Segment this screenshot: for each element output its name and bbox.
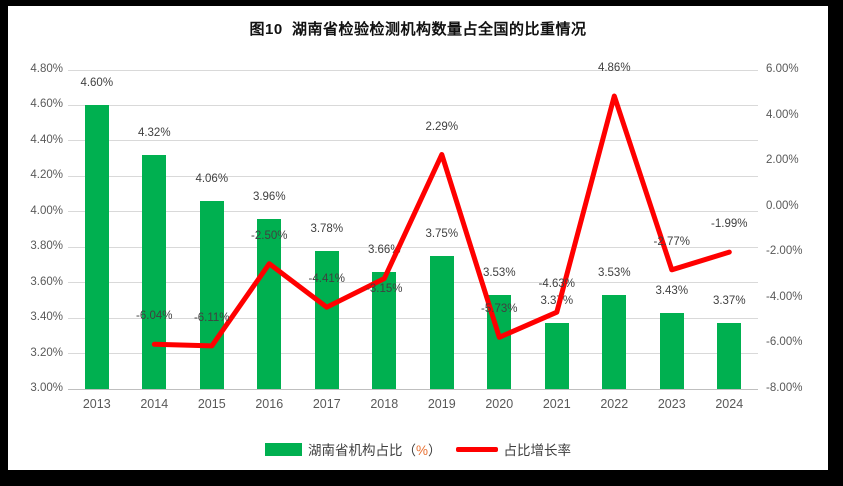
legend-item-line: 占比增长率 (455, 439, 572, 459)
left-axis-tick: 4.40% (30, 133, 63, 146)
bar-value-label: 3.96% (252, 190, 286, 203)
x-axis-label: 2017 (312, 397, 341, 411)
bar-2021 (544, 323, 569, 389)
gridline (68, 140, 758, 142)
x-axis-label: 2013 (82, 397, 111, 411)
left-axis-tick: 4.60% (30, 98, 63, 111)
line-value-label: -1.99% (711, 218, 748, 231)
bar-2017 (314, 250, 339, 389)
left-axis-tick: 4.80% (30, 63, 63, 75)
line-value-label: -6.11% (193, 311, 230, 324)
bar-2019 (429, 256, 454, 389)
right-axis-tick: 4.00% (766, 108, 799, 121)
legend-label-line: 占比增长率 (503, 443, 572, 458)
bar-value-label: 3.75% (425, 228, 459, 241)
left-axis-tick: 3.40% (30, 311, 63, 324)
right-axis-tick: 2.00% (766, 154, 799, 167)
left-axis-tick: 3.80% (30, 240, 63, 253)
line-series-swatch-icon (455, 446, 498, 452)
x-axis-label: 2019 (427, 397, 456, 411)
right-axis-tick: -4.00% (766, 290, 803, 303)
left-axis-tick: 4.20% (30, 169, 63, 182)
right-axis-tick: 6.00% (766, 63, 799, 75)
right-axis-tick: -6.00% (766, 336, 803, 349)
line-value-label: -6.04% (136, 310, 173, 323)
bar-series-swatch-icon (264, 442, 302, 456)
legend-label-bars: 湖南省机构占比（%） (307, 443, 442, 458)
bar-2024 (717, 323, 742, 389)
x-axis-label: 2021 (542, 397, 571, 411)
line-value-label: 4.86% (597, 61, 631, 74)
left-axis-tick: 3.20% (30, 346, 63, 359)
bar-2022 (602, 295, 627, 389)
bar-2023 (659, 312, 684, 389)
right-axis-tick: -8.00% (766, 382, 803, 394)
x-axis-label: 2015 (197, 397, 226, 411)
bar-2015 (199, 201, 224, 389)
left-axis-tick: 4.00% (30, 204, 63, 217)
bar-2013 (84, 105, 109, 389)
left-axis-tick: 3.00% (30, 382, 63, 394)
x-axis-line (68, 388, 758, 390)
x-axis-label: 2014 (140, 397, 169, 411)
gridline (68, 353, 758, 355)
x-axis-label: 2018 (370, 397, 399, 411)
left-axis-tick: 3.60% (30, 275, 63, 288)
bar-2016 (257, 218, 282, 389)
chart-title: 图10 湖南省检验检测机构数量占全国的比重情况 (249, 21, 587, 38)
x-axis-label: 2016 (255, 397, 284, 411)
line-value-label: -2.50% (251, 229, 288, 242)
line-value-label: -2.77% (653, 235, 690, 248)
gridline (68, 104, 758, 106)
bar-value-label: 3.37% (712, 295, 746, 308)
legend: 湖南省机构占比（%） 占比增长率 (8, 437, 828, 461)
gridline (68, 69, 758, 71)
legend-item-bars: 湖南省机构占比（%） (264, 439, 442, 459)
line-value-label: -3.15% (366, 283, 403, 296)
bar-value-label: 4.32% (137, 127, 171, 140)
bar-value-label: 4.06% (195, 173, 229, 186)
x-axis-label: 2024 (715, 397, 744, 411)
right-axis-tick: -2.00% (766, 245, 803, 258)
x-axis-label: 2020 (485, 397, 514, 411)
bar-value-label: 3.66% (367, 244, 401, 257)
line-value-label: 2.29% (425, 120, 459, 133)
x-axis-label: 2023 (657, 397, 686, 411)
gridline (68, 211, 758, 213)
x-axis-label: 2022 (600, 397, 629, 411)
line-value-label: -5.73% (481, 303, 518, 316)
line-value-label: -4.41% (308, 273, 345, 286)
bar-value-label: 4.60% (80, 77, 114, 90)
line-value-label: -4.63% (538, 278, 575, 291)
bar-2014 (142, 155, 167, 389)
right-axis-tick: 0.00% (766, 199, 799, 212)
gridline (68, 175, 758, 177)
